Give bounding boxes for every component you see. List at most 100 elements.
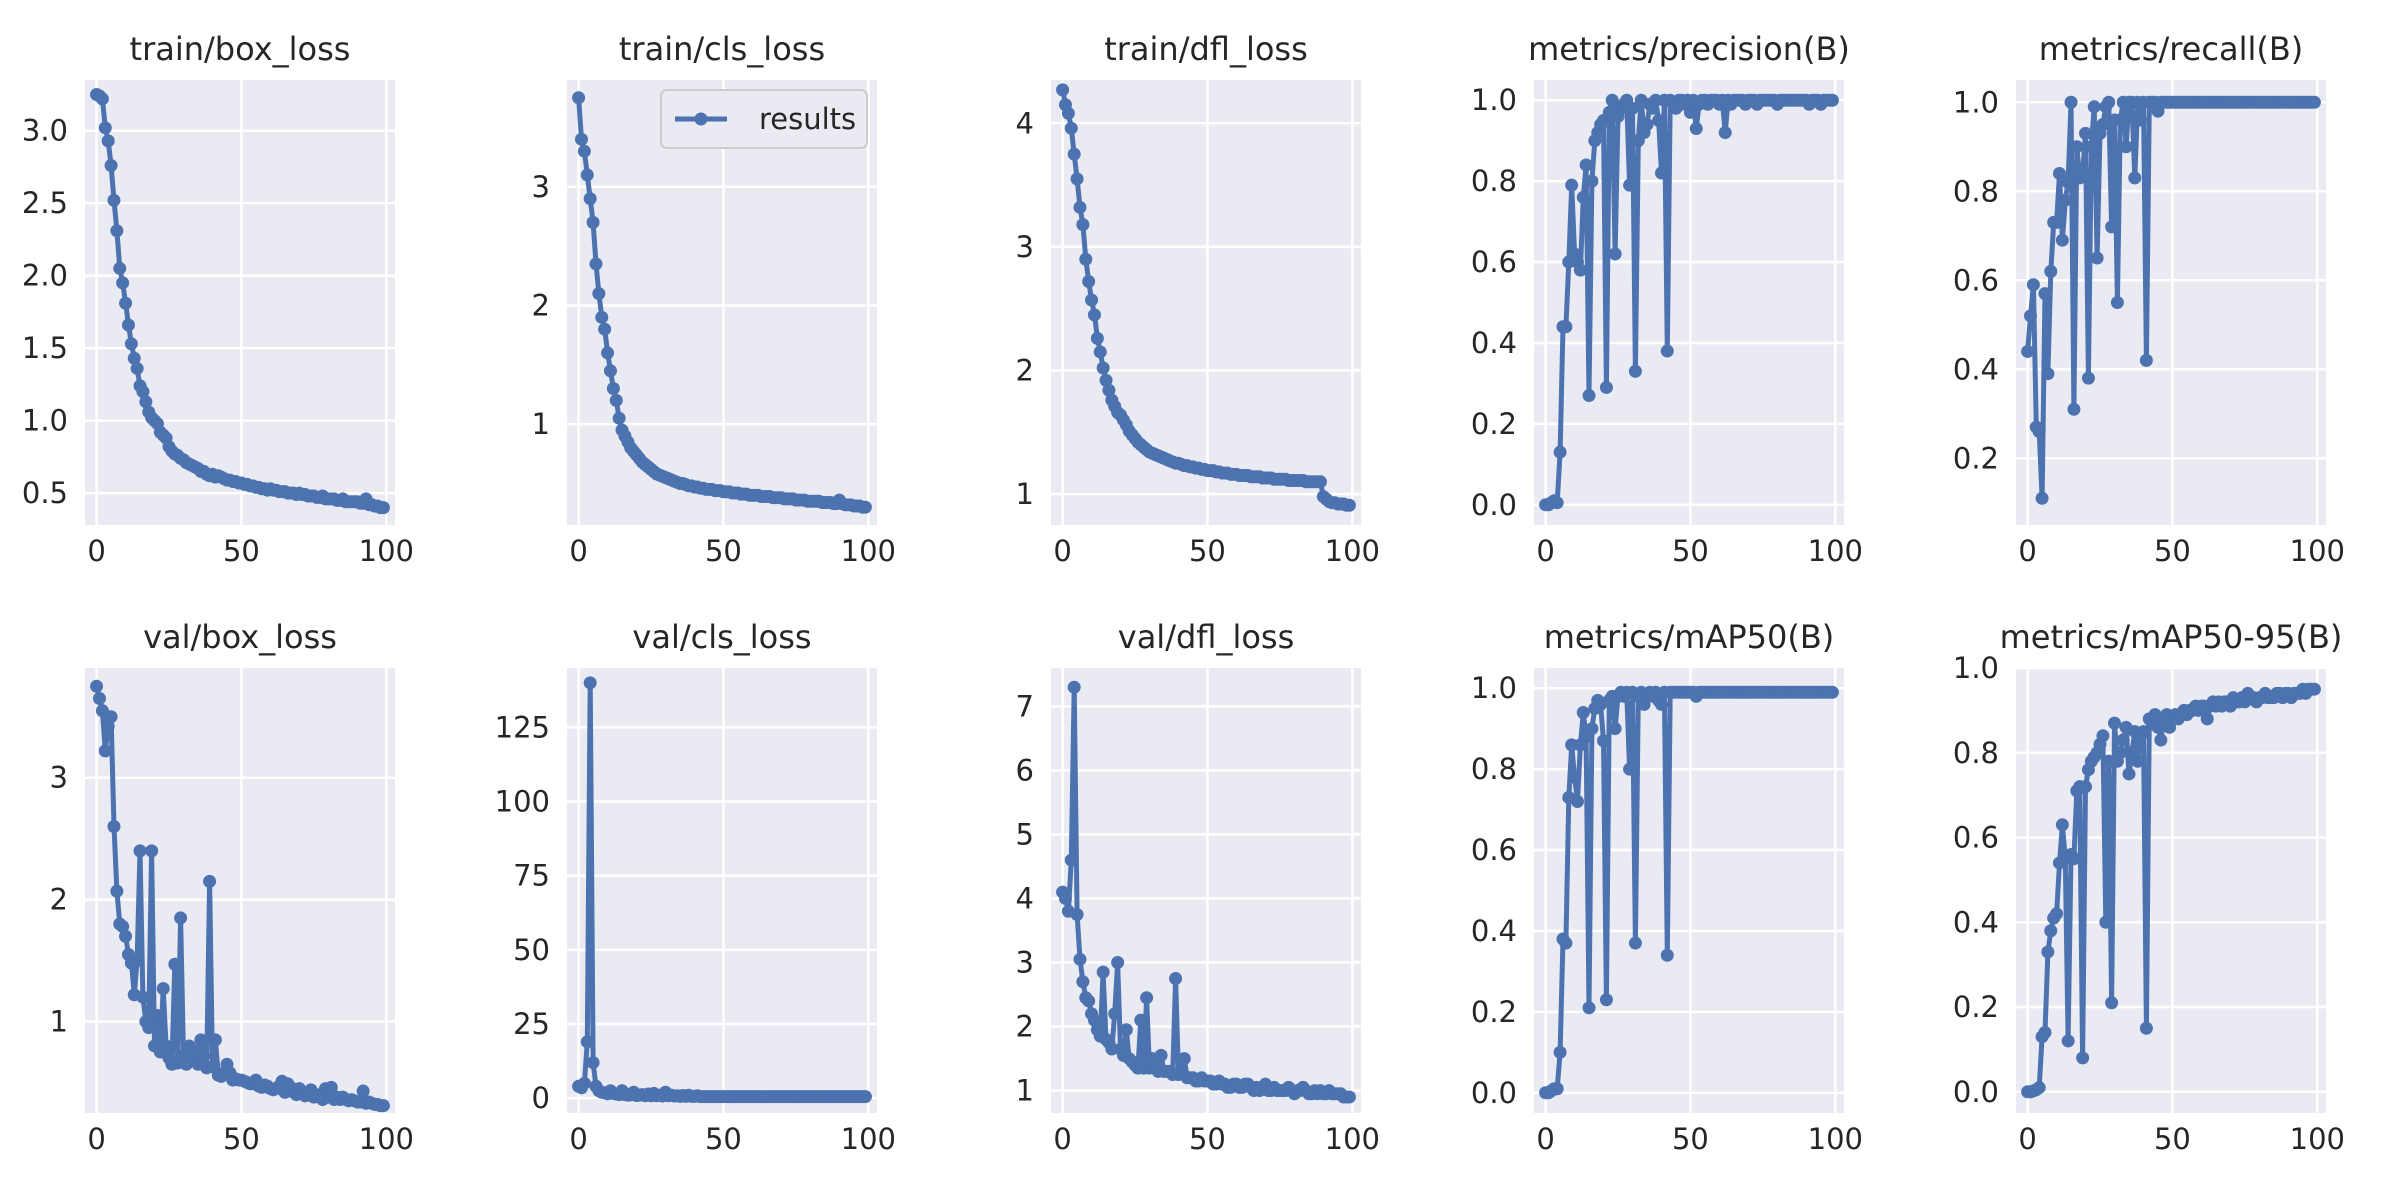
data-point — [2090, 251, 2104, 265]
data-point — [1825, 685, 1839, 699]
x-tick-label: 100 — [2290, 1122, 2345, 1156]
data-point — [1623, 762, 1637, 776]
data-point — [583, 676, 597, 690]
y-tick-label: 0.8 — [1953, 736, 1999, 770]
y-tick-label: 2.5 — [22, 186, 68, 220]
data-point — [116, 276, 130, 290]
plot-title: metrics/recall(B) — [2039, 30, 2304, 68]
data-point — [127, 351, 141, 365]
data-point — [2050, 215, 2064, 229]
y-tick-label: 0.0 — [1471, 488, 1517, 522]
data-point — [1111, 956, 1125, 970]
y-tick-label: 3 — [532, 170, 550, 204]
data-point — [603, 364, 617, 378]
data-point — [2200, 712, 2214, 726]
y-tick-label: 1.0 — [1471, 671, 1517, 705]
x-tick-label: 0 — [569, 1122, 587, 1156]
data-point — [1061, 106, 1075, 120]
data-point — [95, 92, 109, 106]
data-point — [1654, 697, 1668, 711]
data-point — [2136, 725, 2150, 739]
data-point — [1550, 496, 1564, 510]
y-tick-label: 2 — [50, 883, 68, 917]
data-point — [2105, 220, 2119, 234]
y-tick-label: 0.2 — [1471, 995, 1517, 1029]
plot-area — [85, 668, 395, 1113]
data-point — [1718, 126, 1732, 140]
data-point — [2116, 733, 2130, 747]
data-point — [1056, 83, 1070, 97]
data-point — [1169, 972, 1183, 986]
data-point — [1090, 331, 1104, 345]
data-point — [2076, 166, 2090, 180]
x-tick-label: 50 — [705, 534, 742, 568]
data-point — [586, 215, 600, 229]
data-point — [104, 159, 118, 173]
panel-metrics-map50-95-b: 0 50 100 0.0 0.2 0.4 0.6 0.8 1.0metrics/mAP50-95… — [1953, 618, 2345, 1156]
y-tick-label: 25 — [513, 1007, 550, 1041]
data-point — [2154, 733, 2168, 747]
data-point — [1550, 1082, 1564, 1096]
data-point — [2096, 118, 2110, 131]
x-tick-label: 0 — [2018, 1122, 2036, 1156]
data-point — [606, 382, 620, 396]
data-point — [2102, 95, 2116, 109]
x-tick-label: 100 — [2290, 534, 2345, 568]
data-point — [2050, 907, 2064, 921]
data-point — [2139, 353, 2153, 367]
data-point — [2038, 1025, 2052, 1039]
data-point — [1177, 1052, 1191, 1066]
panel-metrics-recall-b: 0 50 100 0.2 0.4 0.6 0.8 1.0 metrics/recall(B) — [1953, 30, 2345, 568]
y-tick-label: 0.2 — [1953, 990, 1999, 1024]
data-point — [577, 1076, 591, 1090]
y-tick-label: 2 — [532, 288, 550, 322]
data-point — [2052, 166, 2066, 180]
data-point — [101, 720, 115, 734]
data-point — [2067, 852, 2081, 866]
x-tick-label: 50 — [1672, 534, 1709, 568]
data-point — [2035, 491, 2049, 505]
data-point — [119, 296, 133, 310]
data-point — [2139, 1021, 2153, 1035]
data-point — [119, 929, 133, 943]
data-point — [580, 168, 594, 182]
data-point — [2307, 682, 2321, 696]
data-point — [1570, 795, 1584, 808]
data-point — [2032, 1081, 2046, 1095]
data-point — [1628, 364, 1642, 378]
data-point — [1342, 1090, 1356, 1104]
data-point — [1134, 1013, 1148, 1027]
data-point — [1076, 218, 1090, 232]
data-point — [324, 1080, 338, 1094]
y-tick-label: 1 — [50, 1005, 68, 1039]
y-tick-label: 0.8 — [1471, 752, 1517, 786]
y-tick-label: 1.0 — [1953, 651, 1999, 685]
x-tick-label: 50 — [2154, 1122, 2191, 1156]
legend-marker — [694, 112, 708, 126]
data-point — [104, 710, 118, 724]
x-tick-label: 100 — [359, 534, 414, 568]
data-point — [136, 990, 150, 1004]
x-tick-label: 50 — [1189, 534, 1226, 568]
y-tick-label: 3 — [50, 761, 68, 795]
data-point — [2084, 140, 2098, 154]
data-point — [2044, 264, 2058, 278]
x-tick-label: 0 — [1536, 534, 1554, 568]
plot-area — [1534, 80, 1844, 525]
data-point — [194, 1033, 208, 1047]
data-point — [577, 144, 591, 158]
data-point — [90, 679, 104, 693]
data-point — [107, 819, 121, 833]
data-point — [612, 411, 626, 425]
data-point — [601, 346, 615, 360]
data-point — [1579, 158, 1593, 172]
data-point — [574, 132, 588, 146]
data-point — [1585, 722, 1599, 736]
legend-box — [660, 89, 868, 149]
data-point — [2070, 140, 2084, 154]
data-point — [1064, 853, 1078, 867]
data-point — [1067, 680, 1081, 694]
data-point — [159, 1039, 173, 1053]
data-point — [1660, 344, 1674, 358]
plot-area — [85, 80, 395, 525]
